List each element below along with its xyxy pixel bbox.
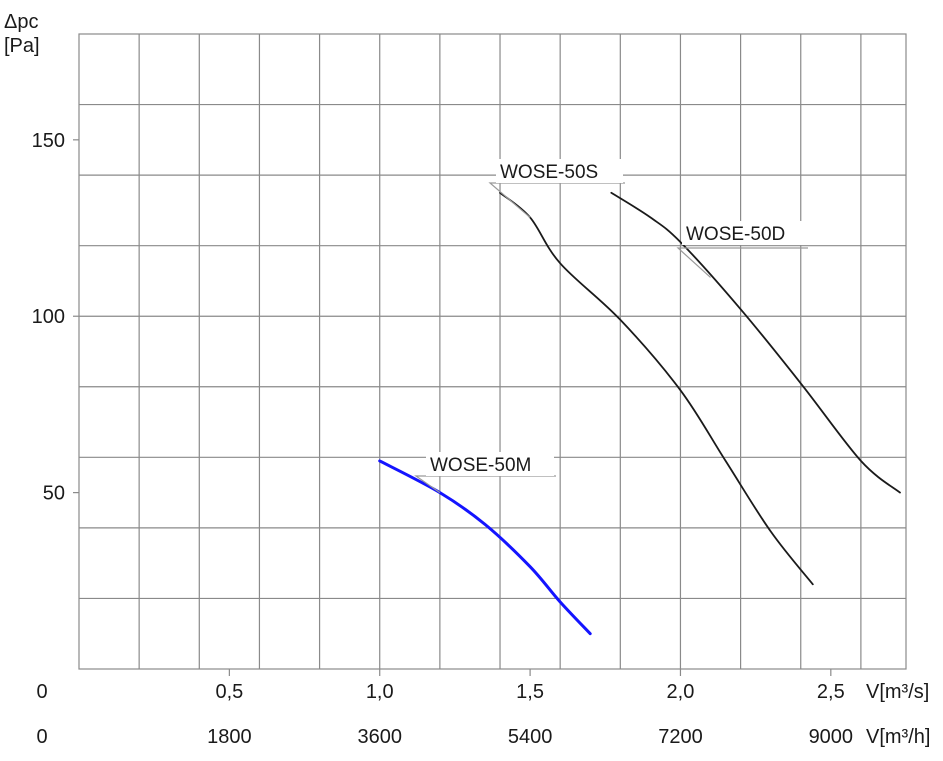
series-label-bg-wose-50m bbox=[426, 452, 554, 476]
x-tick-label-secondary: 1800 bbox=[207, 726, 252, 748]
x-tick-label-secondary: 9000 bbox=[809, 726, 854, 748]
plot-frame bbox=[78, 33, 907, 670]
x-tick-label-secondary: 7200 bbox=[658, 726, 703, 748]
series-label-wose-50d: WOSE-50D bbox=[686, 224, 785, 245]
series-line-wose-50m bbox=[378, 459, 592, 636]
x-tick-label-primary: 2,5 bbox=[817, 681, 845, 703]
x-axis-label-secondary: V[m³/h] bbox=[866, 726, 930, 748]
y-tick-label: 50 bbox=[43, 483, 65, 505]
x-tick-label-primary: 0 bbox=[36, 681, 47, 703]
series-leader-wose-50s bbox=[488, 182, 625, 218]
series-leader-wose-50d bbox=[676, 247, 808, 278]
series-label-bg-wose-50d bbox=[682, 221, 806, 245]
series-leader-wose-50m bbox=[414, 475, 556, 494]
labels: Δpc [Pa] V[m³/s] V[m³/h] 150 100 50 0 0,5 1,0… bbox=[4, 11, 930, 748]
x-tick-label-secondary: 0 bbox=[36, 726, 47, 748]
series-line-wose-50d bbox=[610, 191, 901, 494]
x-axis-label-primary: V[m³/s] bbox=[866, 681, 929, 703]
y-tick-label: 100 bbox=[32, 306, 65, 328]
x-tick-label-primary: 1,0 bbox=[366, 681, 394, 703]
x-tick-label-primary: 1,5 bbox=[516, 681, 544, 703]
y-axis-label-symbol: Δpc bbox=[4, 11, 38, 33]
x-tick-label-primary: 2,0 bbox=[667, 681, 695, 703]
y-tick-label: 150 bbox=[32, 130, 65, 152]
series-label-wose-50m: WOSE-50M bbox=[430, 455, 531, 476]
y-axis-label-unit: [Pa] bbox=[4, 35, 40, 57]
grid bbox=[73, 33, 907, 676]
x-tick-label-secondary: 5400 bbox=[508, 726, 553, 748]
series-lines: WOSE-50M WOSE-50S WOSE-50D bbox=[378, 159, 901, 636]
series-label-wose-50s: WOSE-50S bbox=[500, 162, 598, 183]
x-tick-label-primary: 0,5 bbox=[215, 681, 243, 703]
series-line-wose-50s bbox=[499, 191, 814, 586]
series-label-bg-wose-50s bbox=[496, 159, 623, 183]
x-tick-label-secondary: 3600 bbox=[357, 726, 402, 748]
